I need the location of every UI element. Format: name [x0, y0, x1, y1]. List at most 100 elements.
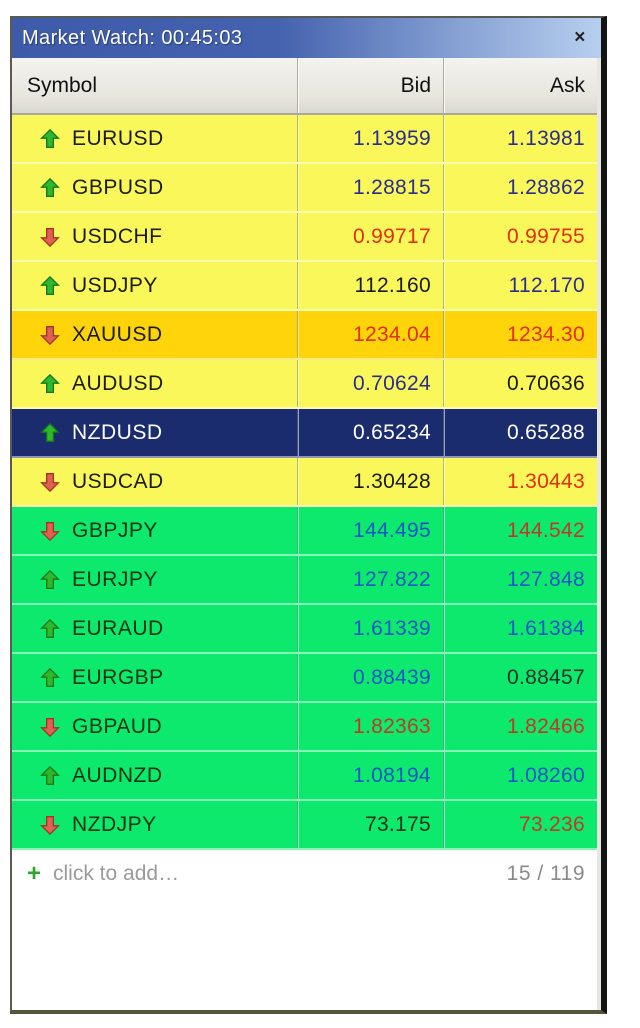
empty-area — [12, 898, 597, 1010]
trend-up-icon — [40, 765, 60, 785]
bid-cell: 144.495 — [298, 507, 444, 554]
close-icon[interactable]: × — [574, 27, 586, 48]
symbol-label: EURAUD — [72, 616, 164, 640]
ask-cell: 1.13981 — [506, 126, 585, 150]
trend-down-icon — [40, 717, 60, 737]
symbol-label: NZDUSD — [72, 420, 163, 444]
market-rows: EURUSD 1.13959 1.13981 GBPUSD 1.28815 1.… — [12, 115, 597, 850]
table-header: Symbol Bid Ask — [12, 58, 597, 115]
bid-cell: 0.88439 — [298, 654, 444, 701]
bid-cell: 1.28815 — [298, 164, 444, 211]
bid-cell: 0.65234 — [298, 409, 444, 456]
symbol-label: EURGBP — [72, 665, 164, 689]
bid-cell: 0.99717 — [298, 213, 444, 260]
ask-cell: 144.542 — [506, 518, 585, 542]
table-row[interactable]: XAUUSD 1234.04 1234.30 — [12, 311, 597, 360]
symbol-cell: USDCHF — [12, 213, 298, 260]
column-header-bid[interactable]: Bid — [298, 58, 444, 113]
add-symbol-label: click to add… — [53, 862, 180, 885]
symbol-count: 15 / 119 — [506, 862, 585, 885]
symbol-label: AUDNZD — [72, 763, 163, 787]
plus-icon: + — [27, 860, 42, 887]
table-row[interactable]: NZDJPY 73.175 73.236 — [12, 801, 597, 850]
table-row[interactable]: EURAUD 1.61339 1.61384 — [12, 605, 597, 654]
trend-up-icon — [40, 667, 60, 687]
bid-cell: 1.82363 — [298, 703, 444, 750]
ask-cell: 0.88457 — [506, 665, 585, 689]
table-row[interactable]: USDCHF 0.99717 0.99755 — [12, 213, 597, 262]
table-row[interactable]: USDCAD 1.30428 1.30443 — [12, 458, 597, 507]
symbol-label: USDJPY — [72, 273, 158, 297]
symbol-label: GBPJPY — [72, 518, 158, 542]
symbol-cell: AUDNZD — [12, 752, 298, 799]
column-header-ask[interactable]: Ask — [549, 73, 585, 97]
table-row[interactable]: GBPJPY 144.495 144.542 — [12, 507, 597, 556]
symbol-label: USDCHF — [72, 224, 163, 248]
symbol-cell: EURUSD — [12, 115, 298, 162]
table-row[interactable]: GBPAUD 1.82363 1.82466 — [12, 703, 597, 752]
table-row[interactable]: EURUSD 1.13959 1.13981 — [12, 115, 597, 164]
trend-down-icon — [40, 521, 60, 541]
symbol-label: XAUUSD — [72, 322, 163, 346]
trend-down-icon — [40, 227, 60, 247]
symbol-cell: EURGBP — [12, 654, 298, 701]
symbol-label: NZDJPY — [72, 812, 157, 836]
bid-cell: 1234.04 — [298, 311, 444, 358]
symbol-label: EURUSD — [72, 126, 164, 150]
bid-cell: 0.70624 — [298, 360, 444, 407]
trend-up-icon — [40, 422, 60, 442]
market-watch-window: Market Watch: 00:45:03 × Symbol Bid Ask … — [10, 16, 607, 1014]
table-row[interactable]: EURJPY 127.822 127.848 — [12, 556, 597, 605]
table-row[interactable]: GBPUSD 1.28815 1.28862 — [12, 164, 597, 213]
ask-cell: 0.99755 — [506, 224, 585, 248]
titlebar[interactable]: Market Watch: 00:45:03 × — [12, 18, 601, 58]
symbol-cell: GBPAUD — [12, 703, 298, 750]
symbol-cell: USDCAD — [12, 458, 298, 505]
add-symbol-row[interactable]: + click to add… 15 / 119 — [12, 850, 597, 898]
bid-cell: 127.822 — [298, 556, 444, 603]
ask-cell: 1.30443 — [506, 469, 585, 493]
ask-cell: 1234.30 — [506, 322, 585, 346]
bid-cell: 1.61339 — [298, 605, 444, 652]
column-header-symbol[interactable]: Symbol — [12, 58, 298, 113]
ask-cell: 1.08260 — [506, 763, 585, 787]
symbol-cell: GBPJPY — [12, 507, 298, 554]
trend-up-icon — [40, 177, 60, 197]
symbol-cell: NZDJPY — [12, 801, 298, 848]
symbol-label: USDCAD — [72, 469, 164, 493]
trend-up-icon — [40, 128, 60, 148]
trend-up-icon — [40, 373, 60, 393]
table-row[interactable]: AUDUSD 0.70624 0.70636 — [12, 360, 597, 409]
symbol-cell: EURJPY — [12, 556, 298, 603]
table-row[interactable]: EURGBP 0.88439 0.88457 — [12, 654, 597, 703]
bid-cell: 1.30428 — [298, 458, 444, 505]
trend-up-icon — [40, 569, 60, 589]
bid-cell: 73.175 — [298, 801, 444, 848]
table-row[interactable]: AUDNZD 1.08194 1.08260 — [12, 752, 597, 801]
symbol-label: GBPUSD — [72, 175, 164, 199]
symbol-label: EURJPY — [72, 567, 158, 591]
window-title: Market Watch: 00:45:03 — [22, 26, 243, 49]
ask-cell: 1.82466 — [506, 714, 585, 738]
ask-cell: 0.65288 — [506, 420, 585, 444]
symbol-cell: EURAUD — [12, 605, 298, 652]
market-watch-content: Symbol Bid Ask EURUSD 1.13959 1.13981 GB… — [12, 58, 601, 1010]
symbol-label: AUDUSD — [72, 371, 164, 395]
ask-cell: 73.236 — [518, 812, 585, 836]
table-row[interactable]: NZDUSD 0.65234 0.65288 — [12, 409, 597, 458]
symbol-cell: AUDUSD — [12, 360, 298, 407]
ask-cell: 1.28862 — [506, 175, 585, 199]
table-row[interactable]: USDJPY 112.160 112.170 — [12, 262, 597, 311]
bid-cell: 1.08194 — [298, 752, 444, 799]
ask-cell: 0.70636 — [506, 371, 585, 395]
trend-up-icon — [40, 618, 60, 638]
trend-up-icon — [40, 275, 60, 295]
bid-cell: 112.160 — [298, 262, 444, 309]
symbol-cell: USDJPY — [12, 262, 298, 309]
symbol-cell: XAUUSD — [12, 311, 298, 358]
trend-down-icon — [40, 815, 60, 835]
trend-down-icon — [40, 472, 60, 492]
symbol-cell: GBPUSD — [12, 164, 298, 211]
ask-cell: 112.170 — [508, 273, 585, 297]
symbol-label: GBPAUD — [72, 714, 163, 738]
